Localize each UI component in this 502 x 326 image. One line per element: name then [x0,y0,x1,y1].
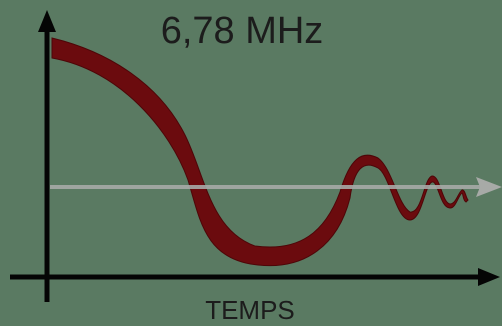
signal-band [51,37,469,267]
x-axis-arrowhead [478,268,500,286]
y-axis-arrowhead [38,10,56,32]
x-axis-label: TEMPS [205,295,295,325]
frequency-label: 6,78 MHz [160,10,324,52]
baseline-arrowhead [476,177,502,197]
